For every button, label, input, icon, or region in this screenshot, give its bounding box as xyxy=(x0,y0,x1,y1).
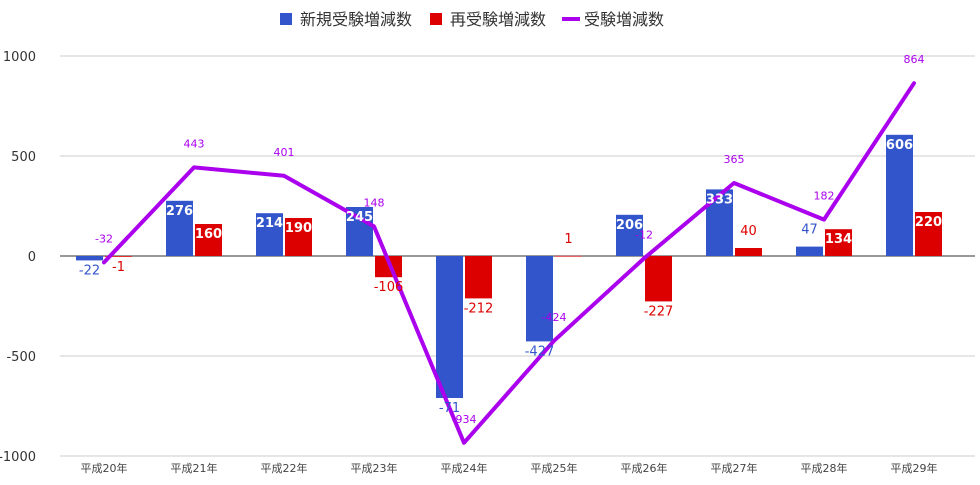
series-line xyxy=(102,81,916,445)
bar xyxy=(76,256,103,261)
y-tick-label: -500 xyxy=(6,350,36,365)
legend-item: 受験増減数 xyxy=(562,10,664,29)
bars xyxy=(76,134,942,398)
bar xyxy=(796,246,823,256)
bar-data-label: 1 xyxy=(564,232,572,247)
legend: 新規受験増減数 再受験増減数 受験増減数 xyxy=(280,10,664,29)
line-data-label: 864 xyxy=(904,53,925,66)
line-series xyxy=(102,81,916,445)
y-tick-label: 1000 xyxy=(3,50,36,65)
y-axis: 1000 500 0 -500 -1000 xyxy=(0,50,36,465)
line-data-label: 148 xyxy=(364,196,385,209)
legend-label: 新規受験増減数 xyxy=(300,10,412,29)
bar-data-label: 47 xyxy=(801,223,818,238)
legend-item: 新規受験増減数 xyxy=(280,10,412,29)
bar-data-label: -227 xyxy=(644,304,674,319)
line-data-label: 182 xyxy=(814,190,835,203)
bar xyxy=(645,256,672,302)
y-tick-label: 0 xyxy=(28,250,36,265)
bar-data-label: 220 xyxy=(915,215,942,230)
bar-data-label: -1 xyxy=(112,260,125,275)
bar-data-label: 245 xyxy=(346,210,373,225)
line-data-label: 443 xyxy=(184,137,205,150)
legend-swatch xyxy=(280,13,292,25)
bar xyxy=(436,256,463,398)
bar xyxy=(526,256,553,342)
line-data-label: 365 xyxy=(724,153,745,166)
legend-item: 再受験増減数 xyxy=(430,10,546,29)
line-data-label: -12 xyxy=(635,228,653,241)
x-tick-label: 平成26年 xyxy=(621,461,668,475)
bar-data-label: -22 xyxy=(79,263,100,278)
x-tick-label: 平成24年 xyxy=(441,461,488,475)
bar xyxy=(166,200,193,256)
x-tick-label: 平成27年 xyxy=(711,461,758,475)
bar xyxy=(735,248,762,256)
bar xyxy=(825,229,852,256)
y-tick-label: -1000 xyxy=(0,450,36,465)
legend-swatch xyxy=(430,13,442,25)
bar-data-label: 190 xyxy=(285,221,312,236)
bar xyxy=(886,134,913,256)
bar-data-label: 276 xyxy=(166,204,193,219)
bar xyxy=(555,255,582,257)
data-labels: -22 276 214 245 -71 -427 206 333 47 606 -1 160 190 -1… xyxy=(79,53,942,426)
bar-data-label: -106 xyxy=(374,280,404,295)
bar xyxy=(465,256,492,299)
x-tick-label: 平成23年 xyxy=(351,461,398,475)
y-tick-label: 500 xyxy=(11,150,36,165)
bar-data-label: 333 xyxy=(706,192,733,207)
bar-data-label: 606 xyxy=(886,138,913,153)
bar xyxy=(195,224,222,256)
legend-label: 再受験増減数 xyxy=(450,10,546,29)
bar-data-label: 134 xyxy=(825,232,852,247)
x-tick-label: 平成25年 xyxy=(531,461,578,475)
legend-label: 受験増減数 xyxy=(584,10,664,29)
bar-data-label: 214 xyxy=(256,216,283,231)
bar-data-label: -71 xyxy=(439,401,460,416)
bar-data-label: -212 xyxy=(464,301,494,316)
bar-data-label: 40 xyxy=(740,224,757,239)
x-tick-label: 平成22年 xyxy=(261,461,308,475)
bar-data-label: 206 xyxy=(616,218,643,233)
bar xyxy=(256,213,283,256)
line-data-label: -934 xyxy=(452,413,477,426)
line-data-label: -32 xyxy=(95,232,113,245)
bar xyxy=(915,212,942,256)
x-tick-label: 平成20年 xyxy=(81,461,128,475)
bar xyxy=(375,256,402,278)
bar-data-label: -427 xyxy=(525,344,555,359)
line-data-label: 401 xyxy=(274,146,295,159)
x-axis: 平成20年 平成21年 平成22年 平成23年 平成24年 平成25年 平成26年 平成27年… xyxy=(81,461,938,475)
bar-data-label: 160 xyxy=(195,227,222,242)
x-tick-label: 平成29年 xyxy=(891,461,938,475)
x-tick-label: 平成21年 xyxy=(171,461,218,475)
bar xyxy=(616,214,643,256)
bar xyxy=(105,256,132,257)
x-tick-label: 平成28年 xyxy=(801,461,848,475)
bar xyxy=(285,218,312,256)
line-data-label: -424 xyxy=(542,311,567,324)
